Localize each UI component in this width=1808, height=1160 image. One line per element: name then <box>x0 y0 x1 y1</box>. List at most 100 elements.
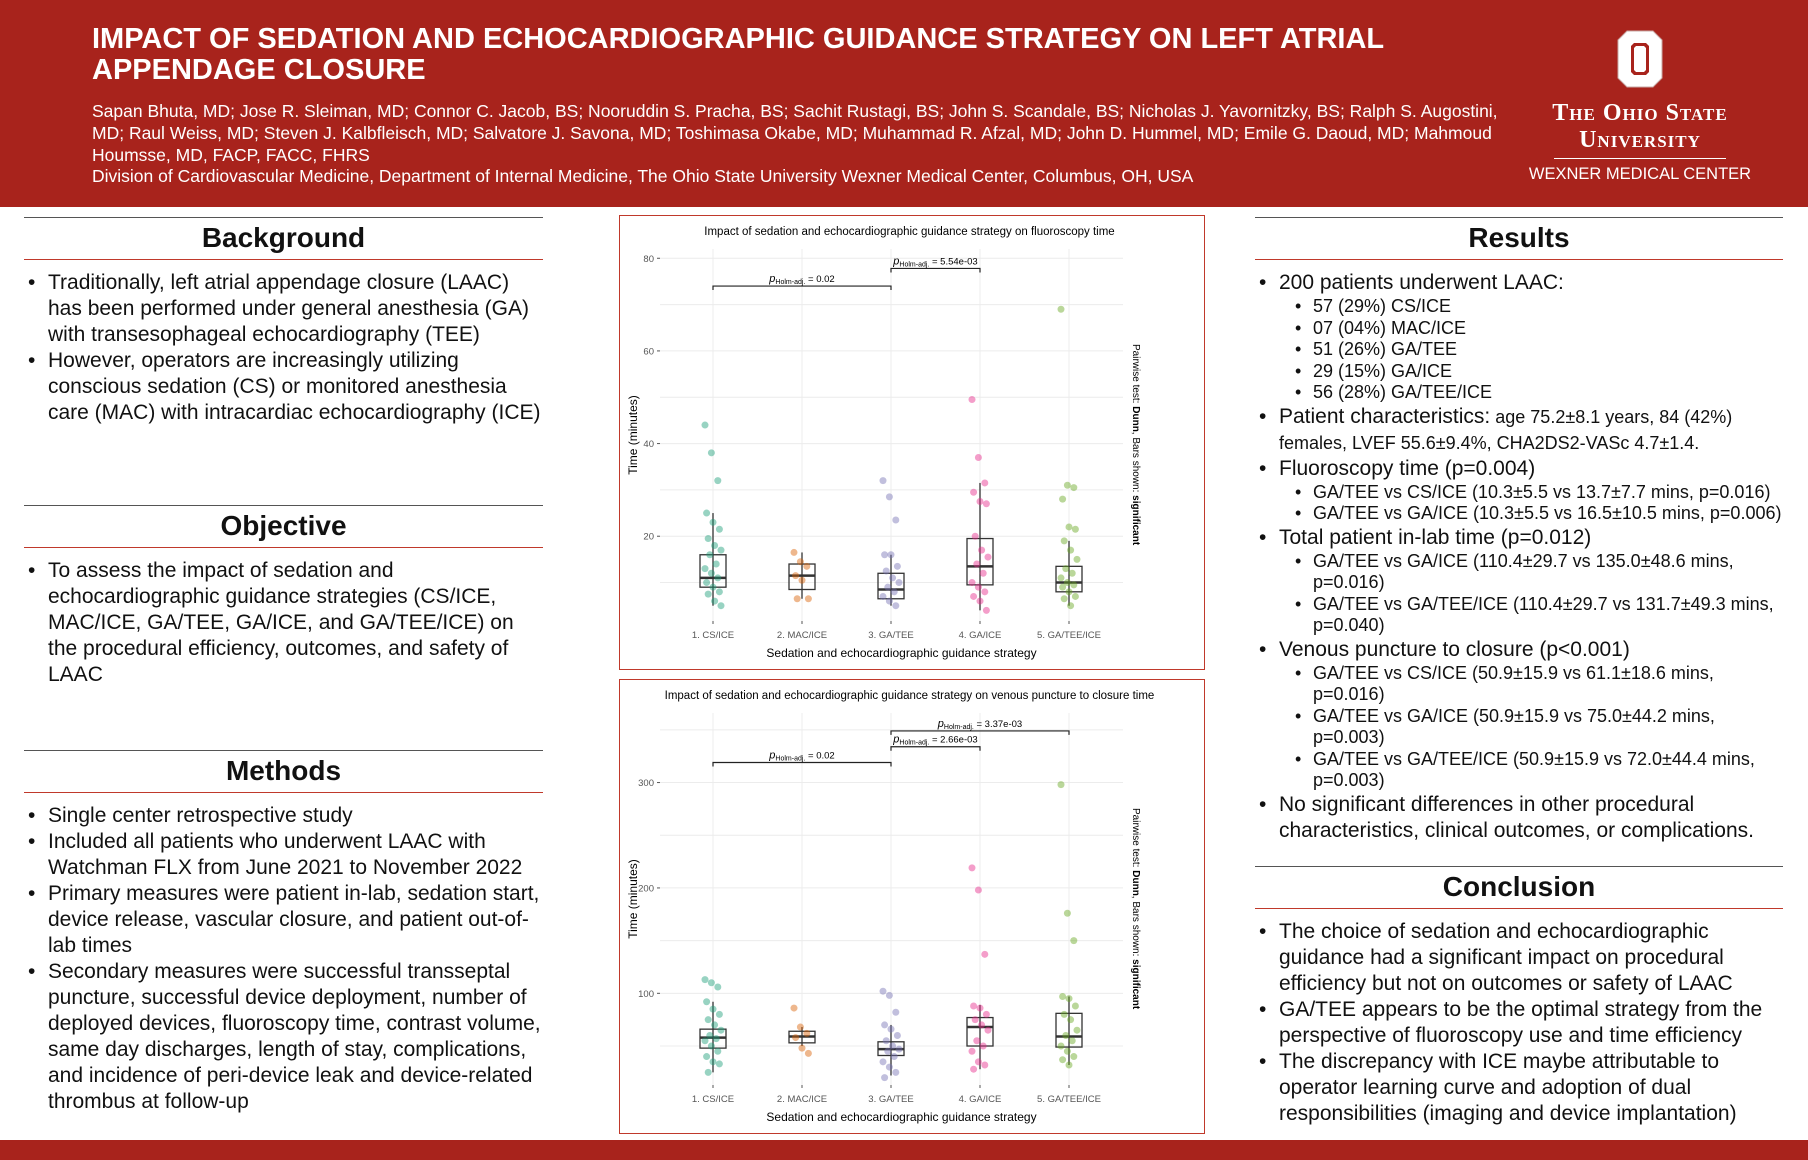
list-item: No significant differences in other proc… <box>1259 792 1783 844</box>
data-point <box>981 950 989 958</box>
significance-bar <box>890 267 981 273</box>
p-value: = 3.37e-03 <box>974 719 1022 730</box>
logo-line-1: The Ohio State <box>1552 100 1728 126</box>
data-point <box>1068 569 1076 577</box>
objective-list: To assess the impact of sedation and ech… <box>24 558 543 688</box>
data-point <box>882 567 890 575</box>
data-point <box>971 1016 979 1024</box>
osu-logo: The Ohio State University WEXNER MEDICAL… <box>1510 30 1770 184</box>
data-point <box>701 565 709 573</box>
data-point <box>707 449 715 457</box>
data-point <box>709 518 717 526</box>
fluoroscopy-chart: Impact of sedation and echocardiographic… <box>619 215 1205 670</box>
p-subscript: Holm-adj. <box>899 740 929 747</box>
data-point <box>1065 1061 1073 1069</box>
sub-list-item: GA/TEE vs GA/TEE/ICE (50.9±15.9 vs 72.0±… <box>1295 749 1783 792</box>
data-point <box>1065 995 1073 1003</box>
p-subscript: Holm-adj. <box>775 279 805 286</box>
caption-bars: significant <box>1130 959 1141 1010</box>
data-point <box>1062 1031 1070 1039</box>
data-point <box>704 1016 712 1024</box>
conclusion-heading: Conclusion <box>1255 866 1783 909</box>
list-item: GA/TEE appears to be the optimal strateg… <box>1259 997 1783 1049</box>
data-point <box>792 1034 800 1042</box>
data-point <box>804 1049 812 1057</box>
box <box>1055 565 1083 593</box>
data-point <box>1068 1037 1076 1045</box>
p-value: = 0.02 <box>805 751 834 762</box>
logo-divider <box>1554 158 1726 159</box>
data-point <box>890 588 898 596</box>
data-point <box>881 1021 889 1029</box>
x-axis-title: Sedation and echocardiographic guidance … <box>766 646 1036 660</box>
data-point <box>968 396 976 404</box>
data-point <box>978 1021 986 1029</box>
results-heading: Results <box>1255 217 1783 260</box>
fluoroscopy-boxplot: Impact of sedation and echocardiographic… <box>626 226 1141 660</box>
data-point <box>984 1026 992 1034</box>
data-point <box>715 1010 723 1018</box>
sub-list-item: GA/TEE vs GA/ICE (10.3±5.5 vs 16.5±10.5 … <box>1295 503 1783 525</box>
data-point <box>1070 937 1078 945</box>
data-point <box>981 1061 989 1069</box>
data-point <box>1073 1026 1081 1034</box>
data-point <box>976 497 984 505</box>
list-item-text: Venous puncture to closure (p<0.001) <box>1279 637 1630 661</box>
p-value-label: pHolm-adj. = 3.37e-03 <box>937 718 1022 731</box>
list-item-text: Fluoroscopy time (p=0.004) <box>1279 456 1536 480</box>
data-point <box>887 551 895 559</box>
data-point <box>892 516 900 524</box>
p-value-label: pHolm-adj. = 0.02 <box>768 750 834 763</box>
objective-section: Objective To assess the impact of sedati… <box>24 505 543 688</box>
data-point <box>712 1035 720 1043</box>
poster-header: IMPACT OF SEDATION AND ECHOCARDIOGRAPHIC… <box>0 0 1808 207</box>
caption-test: Dunn <box>1130 406 1141 432</box>
list-item-text: 200 patients underwent LAAC: <box>1279 271 1564 294</box>
data-point <box>881 551 889 559</box>
data-point <box>979 569 987 577</box>
x-tick-label: 5. GA/TEE/ICE <box>1037 1094 1101 1105</box>
data-point <box>704 590 712 598</box>
data-point <box>714 1047 722 1055</box>
data-point <box>704 535 712 543</box>
data-point <box>1057 305 1065 313</box>
x-tick-label: 1. CS/ICE <box>692 630 734 641</box>
list-item: The choice of sedation and echocardiogra… <box>1259 919 1783 997</box>
chart-title: Impact of sedation and echocardiographic… <box>665 690 1155 702</box>
sub-list-item: GA/TEE vs GA/TEE/ICE (110.4±29.7 vs 131.… <box>1295 594 1783 637</box>
p-value-label: pHolm-adj. = 0.02 <box>768 273 834 286</box>
data-point <box>982 606 990 614</box>
y-tick-label: 200 <box>638 883 654 894</box>
list-item: Primary measures were patient in-lab, se… <box>28 881 554 959</box>
y-axis-title: Time (minutes) <box>626 859 640 939</box>
data-point <box>893 562 901 570</box>
list-item: Secondary measures were successful trans… <box>28 959 554 1115</box>
data-point <box>793 595 801 603</box>
poster-footer <box>0 1140 1808 1160</box>
data-point <box>701 976 709 984</box>
data-point <box>973 1037 981 1045</box>
data-point <box>706 1031 714 1039</box>
sub-list: GA/TEE vs CS/ICE (10.3±5.5 vs 13.7±7.7 m… <box>1279 482 1783 525</box>
y-axis-title: Time (minutes) <box>626 395 640 475</box>
x-tick-label: 2. MAC/ICE <box>777 630 827 641</box>
test-caption: Pairwise test: Dunn, Bars shown: signifi… <box>1130 344 1141 546</box>
sub-list-item: 51 (26%) GA/TEE <box>1295 339 1783 361</box>
list-item: Fluoroscopy time (p=0.004)GA/TEE vs CS/I… <box>1259 456 1783 525</box>
data-point <box>701 421 709 429</box>
list-item: Traditionally, left atrial appendage clo… <box>28 270 543 348</box>
data-point <box>796 1023 804 1031</box>
list-item: Total patient in-lab time (p=0.012)GA/TE… <box>1259 525 1783 637</box>
data-point <box>885 493 893 501</box>
caption-mid: , Bars shown: <box>1130 896 1141 959</box>
background-section: Background Traditionally, left atrial ap… <box>24 217 543 426</box>
data-point <box>715 525 723 533</box>
p-value: = 5.54e-03 <box>929 256 977 267</box>
data-point <box>970 1002 978 1010</box>
list-item: Patient characteristics: age 75.2±8.1 ye… <box>1259 404 1783 456</box>
data-point <box>982 500 990 508</box>
caption-prefix: Pairwise test: <box>1130 808 1141 870</box>
x-tick-label: 5. GA/TEE/ICE <box>1037 630 1101 641</box>
methods-heading: Methods <box>24 750 543 793</box>
list-item: Venous puncture to closure (p<0.001) GA/T… <box>1259 637 1783 792</box>
